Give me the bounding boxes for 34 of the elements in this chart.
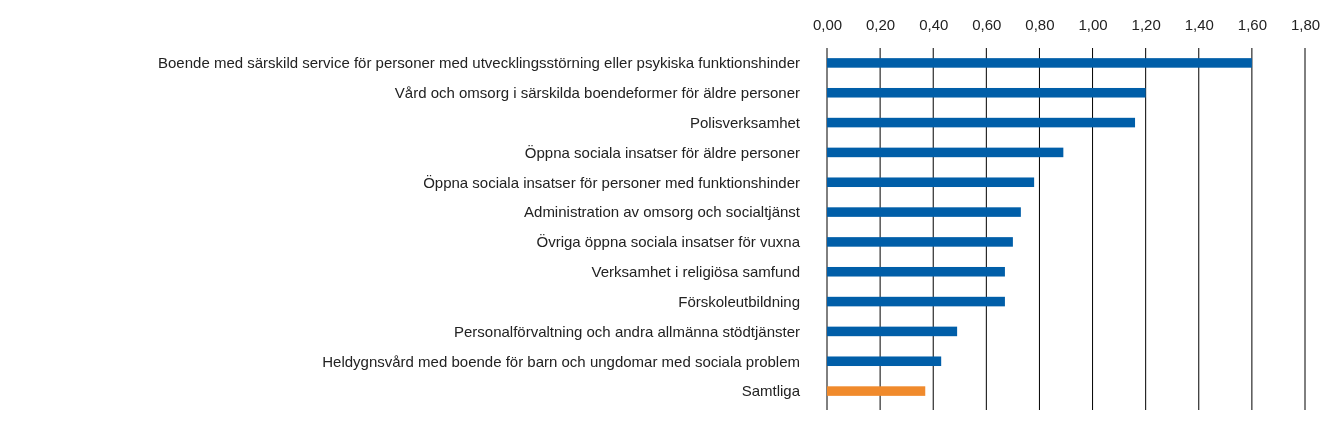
x-tick-label: 0,80 (1025, 16, 1055, 33)
y-tick-label: Boende med särskild service för personer med utvecklingsstörning eller psykiska funktionshinder (158, 54, 800, 72)
bar (827, 266, 1005, 277)
bar (827, 177, 1035, 188)
y-tick-label: Förskoleutbildning (678, 292, 800, 310)
bar (827, 386, 926, 396)
bar (827, 296, 1005, 307)
x-tick-label: 1,00 (1078, 16, 1108, 33)
bar (827, 326, 958, 337)
y-tick-label: Personalförvaltning och andra allmänna stödtjänster (453, 322, 800, 340)
bar (827, 87, 1146, 98)
bar (827, 207, 1021, 217)
y-tick-label: Verksamhet i religiösa samfund (591, 263, 800, 280)
y-tick-label: Öppna sociala insatser för äldre personer (524, 143, 800, 161)
bar (827, 237, 1013, 247)
y-tick-label: Samtliga (741, 382, 801, 400)
y-tick-label: Heldygnsvård med boende för barn och ungdomar med sociala problem (322, 352, 800, 370)
x-tick-label: 1,20 (1131, 16, 1161, 33)
y-tick-label: Polisverksamhet (689, 113, 801, 131)
y-tick-label: Administration av omsorg och socialtjänst (524, 203, 801, 221)
x-tick-label: 1,80 (1290, 16, 1320, 33)
bar (827, 356, 942, 367)
x-tick-label: 0,00 (812, 16, 843, 33)
y-tick-label: Öppna sociala insatser för personer med funktionshinder (423, 173, 800, 191)
bar (827, 58, 1252, 68)
x-tick-label: 1,40 (1184, 16, 1214, 33)
y-tick-label: Övriga öppna sociala insatser för vuxna (536, 233, 801, 251)
x-tick-label: 1,60 (1237, 16, 1267, 33)
x-tick-label: 0,40 (919, 16, 949, 33)
y-tick-label: Vård och omsorg i särskilda boendeformer för äldre personer (394, 84, 800, 101)
x-tick-label: 0,60 (972, 16, 1002, 33)
bar (827, 147, 1064, 158)
bar (827, 117, 1136, 128)
x-tick-label: 0,20 (866, 16, 896, 33)
